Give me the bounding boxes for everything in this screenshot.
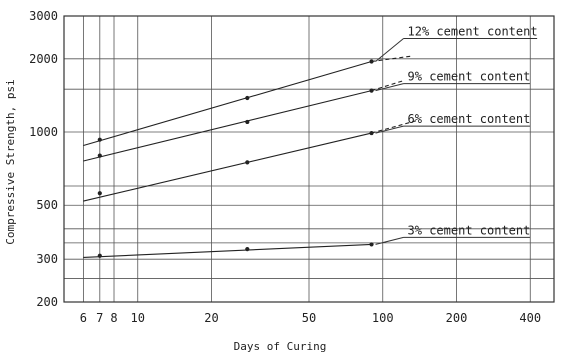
data-point xyxy=(97,253,102,258)
series-label: 9% cement content xyxy=(408,70,531,84)
series-label: 3% cement content xyxy=(408,223,531,237)
series-labels: 12% cement content 9% cement content 6% ce… xyxy=(375,24,538,245)
series-extrapolation xyxy=(371,80,403,92)
data-point xyxy=(97,153,102,158)
series-label-leader xyxy=(375,38,404,62)
data-point xyxy=(369,242,374,247)
x-tick-label: 100 xyxy=(372,311,394,325)
series-extrapolation xyxy=(371,119,419,134)
data-point xyxy=(369,130,374,136)
data-point xyxy=(245,247,250,252)
y-tick-label: 1000 xyxy=(29,125,58,139)
y-tick-labels: 200 300 500 1000 2000 3000 xyxy=(29,9,58,309)
series-label-leader xyxy=(375,125,404,134)
y-tick-label: 3000 xyxy=(29,9,58,23)
x-tick-label: 400 xyxy=(519,311,541,325)
data-point xyxy=(245,160,250,165)
series-label-leader xyxy=(375,83,404,92)
series-label: 12% cement content xyxy=(408,24,538,38)
data-point xyxy=(245,95,250,101)
y-axis-title: Compressive Strength, psi xyxy=(4,79,17,245)
y-tick-label: 500 xyxy=(36,198,58,212)
series-line xyxy=(83,132,372,202)
x-tick-label: 6 xyxy=(80,311,87,325)
series-label: 6% cement content xyxy=(408,112,531,126)
series-layer xyxy=(83,55,419,258)
x-tick-label: 200 xyxy=(446,311,468,325)
x-tick-label: 20 xyxy=(204,311,218,325)
x-tick-label: 7 xyxy=(96,311,103,325)
x-tick-label: 50 xyxy=(302,311,316,325)
x-tick-labels: 6 7 8 10 20 50 100 200 400 xyxy=(80,311,541,325)
x-tick-label: 10 xyxy=(131,311,145,325)
data-point xyxy=(97,137,102,142)
x-axis-title: Days of Curing xyxy=(234,340,327,353)
data-point xyxy=(369,88,374,93)
series-line xyxy=(83,60,372,147)
grid-layer xyxy=(64,16,554,302)
data-point xyxy=(97,191,102,196)
data-point xyxy=(369,59,374,64)
data-point xyxy=(245,119,250,125)
y-tick-label: 300 xyxy=(36,252,58,266)
y-tick-label: 200 xyxy=(36,295,58,309)
plot-frame xyxy=(63,15,555,303)
series-label-leader xyxy=(375,236,404,245)
series-line xyxy=(83,243,372,258)
y-tick-label: 2000 xyxy=(29,52,58,66)
series-line xyxy=(83,90,372,162)
x-tick-label: 8 xyxy=(110,311,117,325)
